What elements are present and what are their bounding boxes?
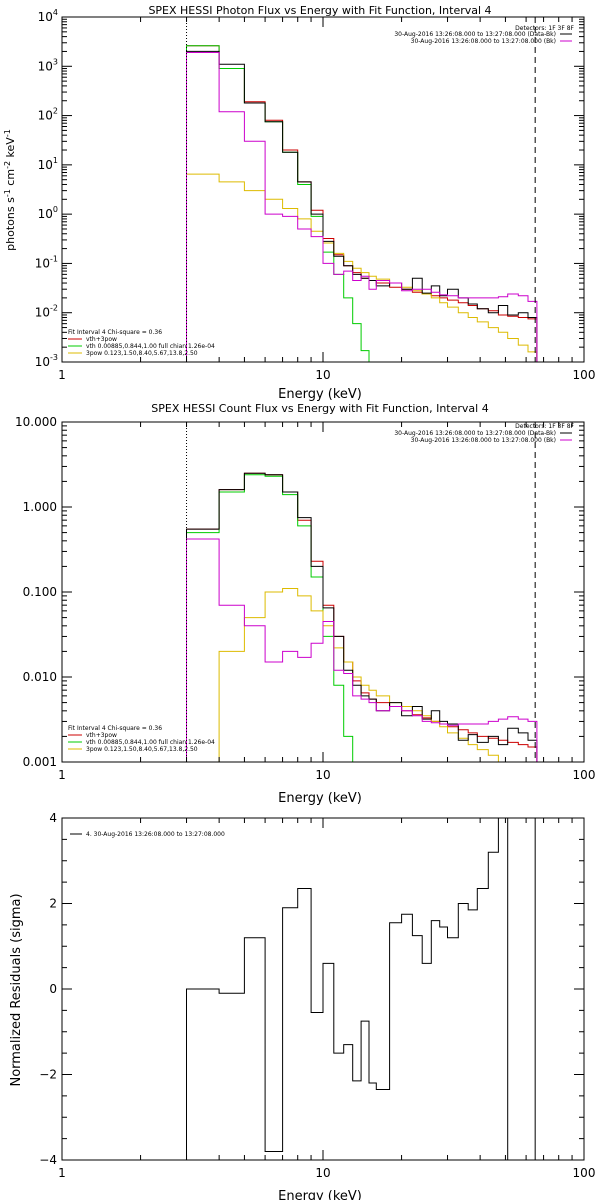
residuals-x-tick-label: 100 (573, 1166, 596, 1180)
photon-flux-x-tick-label: 100 (573, 368, 596, 382)
photon-flux-legend-total: vth+3pow (86, 336, 117, 343)
photon-flux-y-tick-label: 102 (38, 107, 58, 123)
photon-flux-y-tick-label: 104 (38, 8, 58, 24)
residuals-y-tick-label: −4 (39, 1153, 57, 1167)
photon-flux-y-tick-label: 10-1 (35, 254, 58, 270)
photon-flux-detectors-info: Detectors: 1F 3F 8F (515, 25, 574, 32)
residuals-x-axis-label: Energy (keV) (278, 1189, 362, 1200)
count-flux-y-tick-label: 0.100 (23, 585, 57, 599)
photon-flux-legend-vth: vth 0.00885,0.844,1.00 full chian 1.26e-… (86, 343, 215, 350)
count-flux-detectors-info: Detectors: 1F 3F 8F (515, 423, 574, 430)
residuals-y-tick-label: 2 (49, 897, 57, 911)
count-flux-series-bk (186, 538, 538, 762)
residuals-series-residuals (186, 818, 509, 1160)
residuals-y-tick-label: 0 (49, 982, 57, 996)
count-flux-x-tick-label: 1 (58, 768, 66, 782)
count-flux-series-data-bk (186, 472, 538, 762)
count-flux-y-tick-label: 1.000 (23, 500, 57, 514)
photon-flux-x-axis-label: Energy (keV) (278, 387, 362, 402)
photon-flux-series-bk (186, 52, 538, 362)
residuals-y-tick-label: −2 (39, 1068, 57, 1082)
photon-flux-y-tick-label: 100 (38, 205, 58, 221)
photon-flux-y-tick-label: 101 (38, 156, 58, 172)
count-flux-legend-fit-interval: Fit Interval 4 Chi-square = 0.36 (68, 725, 162, 732)
photon-flux-x-tick-label: 10 (315, 368, 330, 382)
residuals-y-tick-label: 4 (49, 811, 57, 825)
residuals-panel: Normalized Residuals (sigma) Energy (keV… (9, 811, 595, 1200)
count-flux-legend-total: vth+3pow (86, 732, 117, 739)
count-flux-info-bk: 30-Aug-2016 13:26:08.000 to 13:27:08.000… (411, 437, 556, 444)
photon-flux-y-tick-label: 103 (38, 57, 58, 73)
photon-flux-legend-3pow: 3pow 0.123,1.50,8.40,5.67,13.8,2.50 (86, 350, 198, 357)
photon-flux-series-vth-3pow (186, 45, 538, 362)
photon-flux-x-tick-label: 1 (58, 368, 66, 382)
residuals-y-axis-label: Normalized Residuals (sigma) (9, 893, 24, 1086)
photon-flux-panel: SPEX HESSI Photon Flux vs Energy with Fi… (3, 4, 596, 402)
count-flux-panel: SPEX HESSI Count Flux vs Energy with Fit… (15, 402, 595, 806)
residuals-x-tick-label: 1 (58, 1166, 66, 1180)
count-flux-x-tick-label: 100 (573, 768, 596, 782)
photon-flux-info-data-bk: 30-Aug-2016 13:26:08.000 to 13:27:08.000… (394, 31, 556, 38)
count-flux-y-tick-label: 0.010 (23, 670, 57, 684)
count-flux-x-tick-label: 10 (315, 768, 330, 782)
photon-flux-info-bk: 30-Aug-2016 13:26:08.000 to 13:27:08.000… (411, 38, 556, 45)
count-flux-x-axis-label: Energy (keV) (278, 791, 362, 806)
count-flux-legend-vth: vth 0.00885,0.844,1.00 full chian 1.26e-… (86, 739, 215, 746)
residuals-x-tick-label: 10 (315, 1166, 330, 1180)
count-flux-legend-3pow: 3pow 0.123,1.50,8.40,5.67,13.8,2.50 (86, 746, 198, 753)
photon-flux-y-tick-label: 10-3 (35, 353, 58, 369)
photon-flux-y-tick-label: 10-2 (35, 304, 58, 320)
count-flux-y-tick-label: 10.000 (15, 415, 57, 429)
photon-flux-title: SPEX HESSI Photon Flux vs Energy with Fi… (148, 4, 491, 17)
photon-flux-y-axis-label: photons s-1 cm-2 keV-1 (3, 129, 18, 251)
residuals-legend-label: 4. 30-Aug-2016 13:26:08.000 to 13:27:08.… (86, 831, 225, 838)
photon-flux-legend-fit-interval: Fit Interval 4 Chi-square = 0.36 (68, 329, 162, 336)
count-flux-info-data-bk: 30-Aug-2016 13:26:08.000 to 13:27:08.000… (394, 430, 556, 437)
count-flux-y-tick-label: 0.001 (23, 755, 57, 769)
count-flux-title: SPEX HESSI Count Flux vs Energy with Fit… (151, 402, 488, 415)
count-flux-series-vth (186, 474, 362, 762)
